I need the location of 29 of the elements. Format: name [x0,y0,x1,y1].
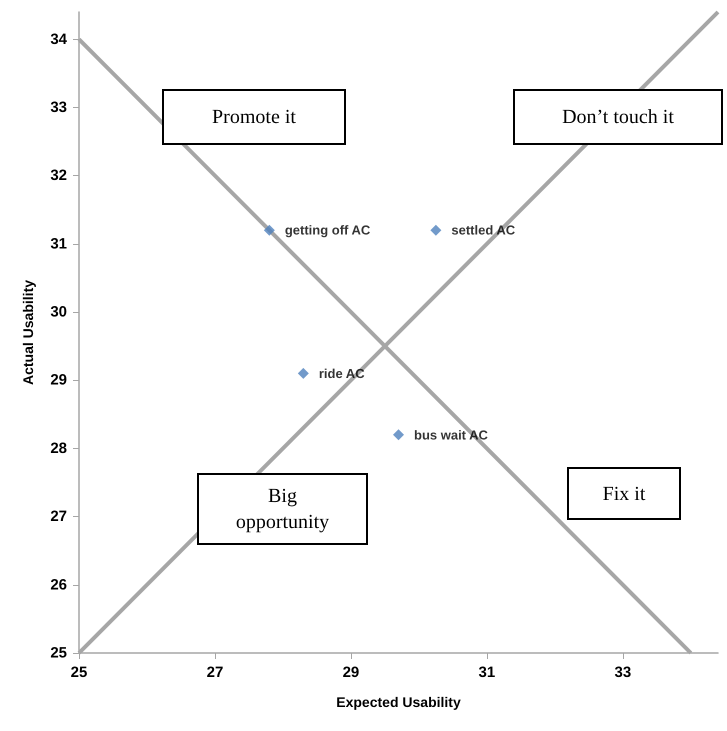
x-tick-label: 29 [342,664,360,681]
point [298,368,309,379]
x-tick-label: 33 [614,664,632,681]
series-label: getting off AC [284,222,371,238]
text-box: Fix it [567,467,681,520]
y-tick-label: 26 [50,576,67,594]
x-tick-label: 25 [70,664,88,681]
series-label: ride AC [318,366,366,381]
point [264,224,275,236]
series-label: settled AC [451,222,516,238]
y-tick-label: 25 [50,644,67,662]
y-axis-title: Actual Usability [20,280,36,386]
y-tick-label: 31 [50,235,67,252]
y-tick-label: 28 [50,440,67,457]
text-box: Don’t touch it [513,89,723,145]
point [393,429,404,440]
x-tick-label: 27 [206,664,224,681]
y-tick-label: 27 [50,508,67,526]
y-tick-label: 32 [50,167,67,184]
y-tick-label: 34 [50,30,68,48]
y-tick-label: 33 [50,98,67,116]
y-tick-label: 29 [50,372,67,389]
x-tick-label: 31 [478,664,496,681]
text-box: Promote it [162,89,346,145]
y-tick-label: 30 [50,304,67,321]
x-axis-title: Expected Usability [336,694,461,710]
text-box: Big opportunity [197,473,368,545]
series-label: bus wait AC [414,427,489,442]
point [430,224,442,236]
